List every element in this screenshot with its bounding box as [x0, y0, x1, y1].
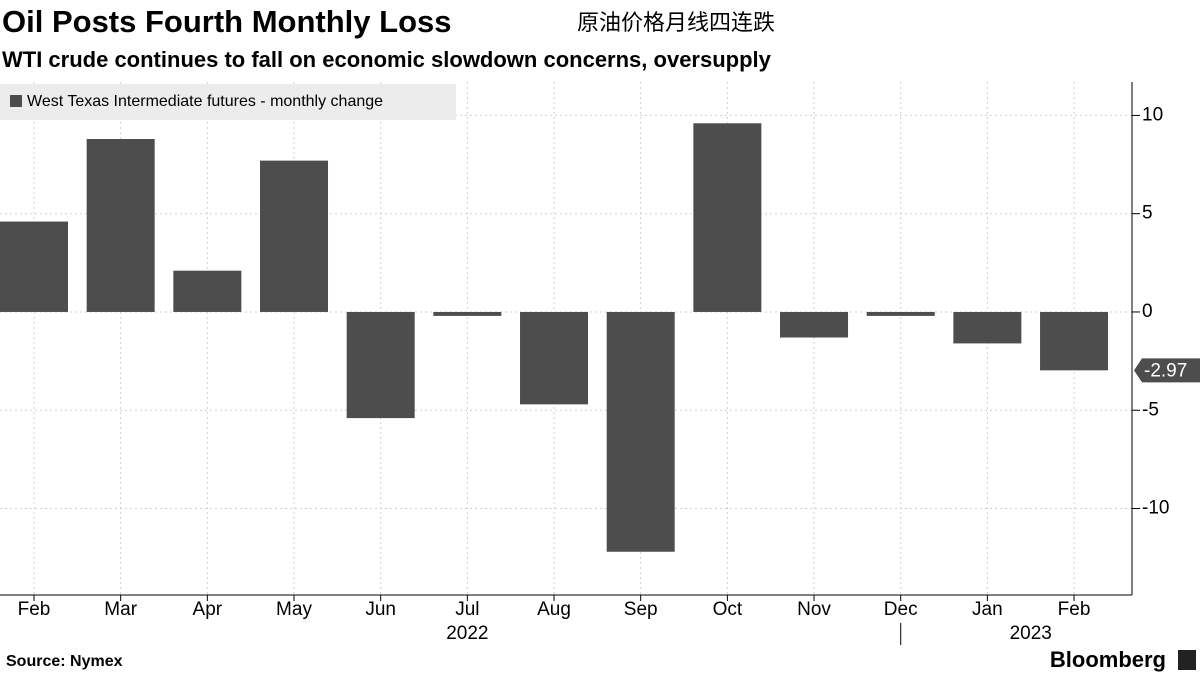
bar — [953, 311, 1022, 344]
bar — [433, 311, 502, 316]
x-group-label: 2022 — [446, 623, 488, 644]
legend-box — [0, 84, 456, 120]
bar — [866, 311, 935, 316]
x-tick-label: Sep — [624, 599, 658, 620]
value-label: -2.97 — [1144, 360, 1187, 381]
x-tick-label: Dec — [884, 599, 918, 620]
legend-swatch — [10, 95, 22, 107]
x-tick-label: Mar — [104, 599, 137, 620]
x-tick-label: Oct — [713, 599, 743, 620]
x-tick-label: May — [276, 599, 312, 620]
chart-subtitle: WTI crude continues to fall on economic … — [2, 47, 772, 72]
bar — [606, 311, 675, 552]
bar — [346, 311, 415, 419]
x-tick-label: Jun — [365, 599, 396, 620]
bar — [693, 123, 762, 312]
brand: Bloomberg — [1050, 647, 1166, 672]
x-tick-label: Feb — [18, 599, 51, 620]
x-tick-label: Apr — [193, 599, 223, 620]
y-tick-label: 5 — [1142, 203, 1153, 224]
chart-title: Oil Posts Fourth Monthly Loss — [2, 4, 452, 39]
value-callout — [1134, 358, 1200, 383]
x-tick-label: Jan — [972, 599, 1003, 620]
y-tick-label: -5 — [1142, 399, 1159, 420]
legend-label: West Texas Intermediate futures - monthl… — [27, 93, 383, 110]
x-tick-label: Aug — [537, 599, 571, 620]
brand-icon — [1178, 650, 1196, 670]
x-tick-label: Nov — [797, 599, 831, 620]
chart-title-zh: 原油价格月线四连跌 — [577, 10, 775, 35]
y-tick-label: 0 — [1142, 301, 1153, 322]
bar — [0, 221, 68, 312]
bar — [1040, 311, 1109, 371]
bar — [780, 311, 849, 338]
bar — [86, 139, 155, 312]
x-group-label: 2023 — [1010, 623, 1052, 644]
y-tick-label: 10 — [1142, 104, 1163, 125]
y-tick-label: -10 — [1142, 498, 1169, 519]
bar — [173, 270, 242, 312]
bar — [520, 311, 589, 405]
bar — [260, 160, 329, 312]
x-tick-label: Jul — [455, 599, 479, 620]
source: Source: Nymex — [6, 653, 123, 670]
x-tick-label: Feb — [1058, 599, 1091, 620]
